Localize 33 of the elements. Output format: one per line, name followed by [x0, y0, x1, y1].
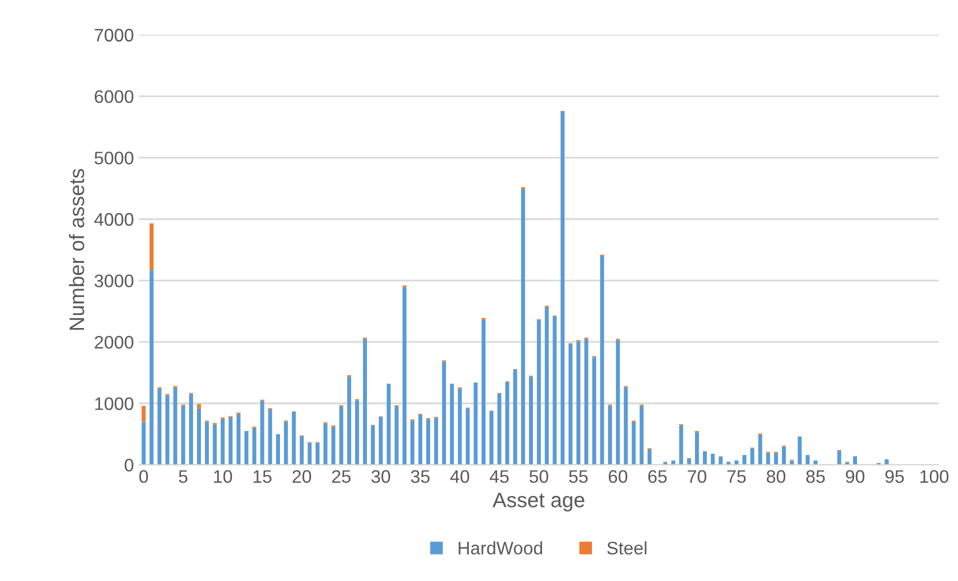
x-tick-label: 50: [530, 470, 548, 483]
x-axis-title: Asset age: [492, 492, 584, 512]
x-tick-label: 10: [214, 470, 232, 483]
y-tick-label: 4000: [94, 213, 134, 226]
x-tick-label: 35: [410, 470, 430, 483]
x-tick-label: 75: [727, 470, 746, 483]
y-tick-label: 7000: [94, 28, 134, 42]
x-tick-label: 70: [688, 470, 706, 483]
y-tick-label: 5000: [94, 152, 134, 164]
legend-label: Steel: [607, 541, 646, 555]
y-tick-label: 2000: [94, 336, 134, 349]
y-tick-label: 0: [124, 458, 134, 472]
x-tick-label: 30: [371, 470, 390, 483]
x-tick-label: 60: [608, 470, 628, 483]
x-tick-label: 95: [885, 470, 904, 483]
x-tick-label: 90: [846, 470, 864, 483]
x-tick-label: 85: [806, 470, 825, 483]
x-tick-label: 40: [450, 470, 470, 483]
x-tick-label: 5: [178, 470, 188, 483]
x-tick-label: 65: [648, 470, 667, 483]
y-tick-label: 1000: [95, 397, 134, 410]
legend-label: HardWood: [458, 541, 542, 555]
y-tick-label: 6000: [94, 90, 134, 103]
x-tick-label: 25: [332, 470, 351, 483]
x-tick-label: 55: [569, 470, 588, 483]
y-axis-title: Number of assets: [68, 168, 84, 330]
x-tick-label: 80: [766, 470, 786, 483]
x-tick-label: 15: [254, 470, 272, 483]
x-tick-label: 0: [139, 470, 148, 483]
y-tick-label: 3000: [94, 274, 134, 288]
x-tick-label: 45: [490, 470, 509, 483]
x-tick-label: 20: [292, 470, 312, 483]
x-tick-label: 100: [920, 470, 948, 483]
